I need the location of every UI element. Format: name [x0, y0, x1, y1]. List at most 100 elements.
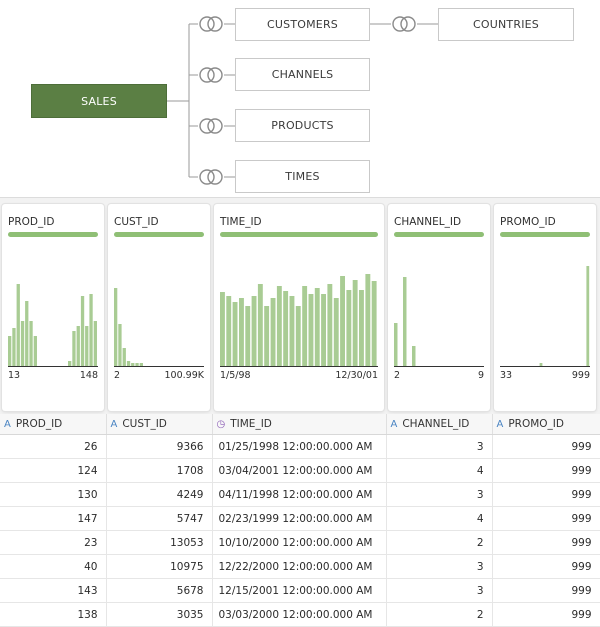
histogram-bar — [340, 276, 345, 366]
cell-channel-id: 2 — [386, 602, 493, 627]
channels-node[interactable]: CHANNELS — [235, 58, 370, 91]
times-node[interactable]: TIMES — [235, 160, 370, 193]
column-header-label: CHANNEL_ID — [402, 418, 470, 430]
cell-promo-id: 999 — [492, 482, 600, 507]
sales-node[interactable]: SALES — [31, 84, 167, 118]
times-node-label: TIMES — [285, 170, 320, 183]
histogram-bar — [33, 336, 37, 366]
cell-cust-id: 5678 — [106, 578, 213, 603]
histogram-bar — [289, 296, 295, 366]
cell-promo-id: 999 — [492, 602, 600, 627]
cell-prod-id: 130 — [0, 482, 107, 507]
histogram-bar — [139, 363, 143, 366]
cell-promo-id: 999 — [492, 506, 600, 531]
column-header-time-id[interactable]: ◷ TIME_ID — [212, 414, 387, 435]
quality-bar — [500, 232, 590, 237]
column-header-prod-id[interactable]: A PROD_ID — [0, 414, 107, 435]
table-row[interactable]: 147 5747 02/23/1999 12:00:00.000 AM 4 999 — [0, 506, 600, 531]
column-header-promo-id[interactable]: A PROMO_ID — [492, 414, 600, 435]
histogram-bar — [25, 301, 29, 366]
profile-title: CHANNEL_ID — [394, 216, 462, 228]
histogram-bar — [283, 291, 289, 366]
cell-channel-id: 3 — [386, 482, 493, 507]
customers-node-label: CUSTOMERS — [267, 18, 338, 31]
quality-bar — [8, 232, 98, 237]
channels-node-label: CHANNELS — [271, 68, 334, 81]
histogram-bar — [371, 281, 377, 366]
histogram-bar — [264, 306, 270, 366]
profile-max: 9 — [477, 370, 484, 381]
cell-cust-id: 10975 — [106, 554, 213, 579]
profile-title: PROMO_ID — [500, 216, 556, 228]
join-circles-icon[interactable] — [198, 168, 224, 186]
cell-prod-id: 40 — [0, 554, 107, 579]
histogram-bar — [327, 284, 333, 366]
profile-card[interactable]: CUST_ID 2 100.99K — [108, 204, 210, 411]
histogram-bar — [76, 326, 80, 366]
histogram-axis — [394, 366, 484, 367]
text-type-icon: A — [4, 419, 11, 430]
profile-card[interactable]: CHANNEL_ID 2 9 — [388, 204, 490, 411]
cell-prod-id: 124 — [0, 458, 107, 483]
table-row[interactable]: 40 10975 12/22/2000 12:00:00.000 AM 3 999 — [0, 554, 600, 579]
profile-title: CUST_ID — [114, 216, 159, 228]
profile-min: 2 — [114, 370, 121, 381]
products-node[interactable]: PRODUCTS — [235, 109, 370, 142]
cell-time-id: 03/03/2000 12:00:00.000 AM — [212, 602, 387, 627]
table-header-row: A PROD_ID A CUST_ID ◷ TIME_ID A CHANNEL_ID A… — [0, 414, 600, 435]
histogram-bar — [333, 298, 339, 366]
profile-max: 999 — [571, 370, 590, 381]
cell-prod-id: 26 — [0, 434, 107, 459]
column-header-cust-id[interactable]: A CUST_ID — [106, 414, 213, 435]
profile-card[interactable]: TIME_ID 1/5/98 12/30/01 — [214, 204, 384, 411]
histogram-bar — [314, 288, 320, 366]
join-diagram: SALES CUSTOMERS CHANNELS PRODUCTS TIMES … — [0, 0, 600, 200]
join-circles-icon[interactable] — [198, 117, 224, 135]
histogram — [8, 284, 97, 366]
cell-time-id: 03/04/2001 12:00:00.000 AM — [212, 458, 387, 483]
join-circles-icon[interactable] — [198, 66, 224, 84]
cell-channel-id: 3 — [386, 578, 493, 603]
histogram-bar — [412, 346, 416, 366]
join-circles-icon[interactable] — [391, 15, 417, 33]
histogram-bar — [308, 294, 314, 366]
table-row[interactable]: 26 9366 01/25/1998 12:00:00.000 AM 3 999 — [0, 434, 600, 459]
customers-node[interactable]: CUSTOMERS — [235, 8, 370, 41]
cell-time-id: 04/11/1998 12:00:00.000 AM — [212, 482, 387, 507]
profile-card[interactable]: PROD_ID 13 148 — [2, 204, 104, 411]
histogram-bar — [276, 286, 282, 366]
histogram-bar — [257, 284, 263, 366]
table-row[interactable]: 143 5678 12/15/2001 12:00:00.000 AM 3 999 — [0, 578, 600, 603]
quality-bar — [394, 232, 484, 237]
table-row[interactable]: 23 13053 10/10/2000 12:00:00.000 AM 2 999 — [0, 530, 600, 555]
profile-min: 33 — [500, 370, 513, 381]
join-circles-icon[interactable] — [198, 15, 224, 33]
histogram-bar — [85, 326, 89, 366]
cell-time-id: 01/25/1998 12:00:00.000 AM — [212, 434, 387, 459]
histogram-bar — [352, 280, 358, 366]
histogram-bar — [245, 306, 251, 366]
histogram-bar — [8, 336, 12, 366]
histogram-bar — [251, 296, 257, 366]
histogram-bar — [403, 277, 407, 366]
profile-card[interactable]: PROMO_ID 33 999 — [494, 204, 596, 411]
table-row[interactable]: 138 3035 03/03/2000 12:00:00.000 AM 2 999 — [0, 602, 600, 627]
cell-cust-id: 9366 — [106, 434, 213, 459]
cell-channel-id: 3 — [386, 434, 493, 459]
column-header-label: PROMO_ID — [508, 418, 564, 430]
column-header-channel-id[interactable]: A CHANNEL_ID — [386, 414, 493, 435]
cell-channel-id: 3 — [386, 554, 493, 579]
countries-node[interactable]: COUNTRIES — [438, 8, 574, 41]
table-row[interactable]: 124 1708 03/04/2001 12:00:00.000 AM 4 999 — [0, 458, 600, 483]
cell-promo-id: 999 — [492, 530, 600, 555]
cell-cust-id: 4249 — [106, 482, 213, 507]
table-row[interactable]: 130 4249 04/11/1998 12:00:00.000 AM 3 999 — [0, 482, 600, 507]
histogram-bar — [72, 331, 76, 366]
histogram-axis — [500, 366, 590, 367]
cell-prod-id: 143 — [0, 578, 107, 603]
clock-icon: ◷ — [216, 419, 226, 430]
cell-cust-id: 13053 — [106, 530, 213, 555]
text-type-icon: A — [496, 419, 504, 430]
histogram-bar — [89, 294, 93, 366]
histogram — [114, 288, 143, 366]
